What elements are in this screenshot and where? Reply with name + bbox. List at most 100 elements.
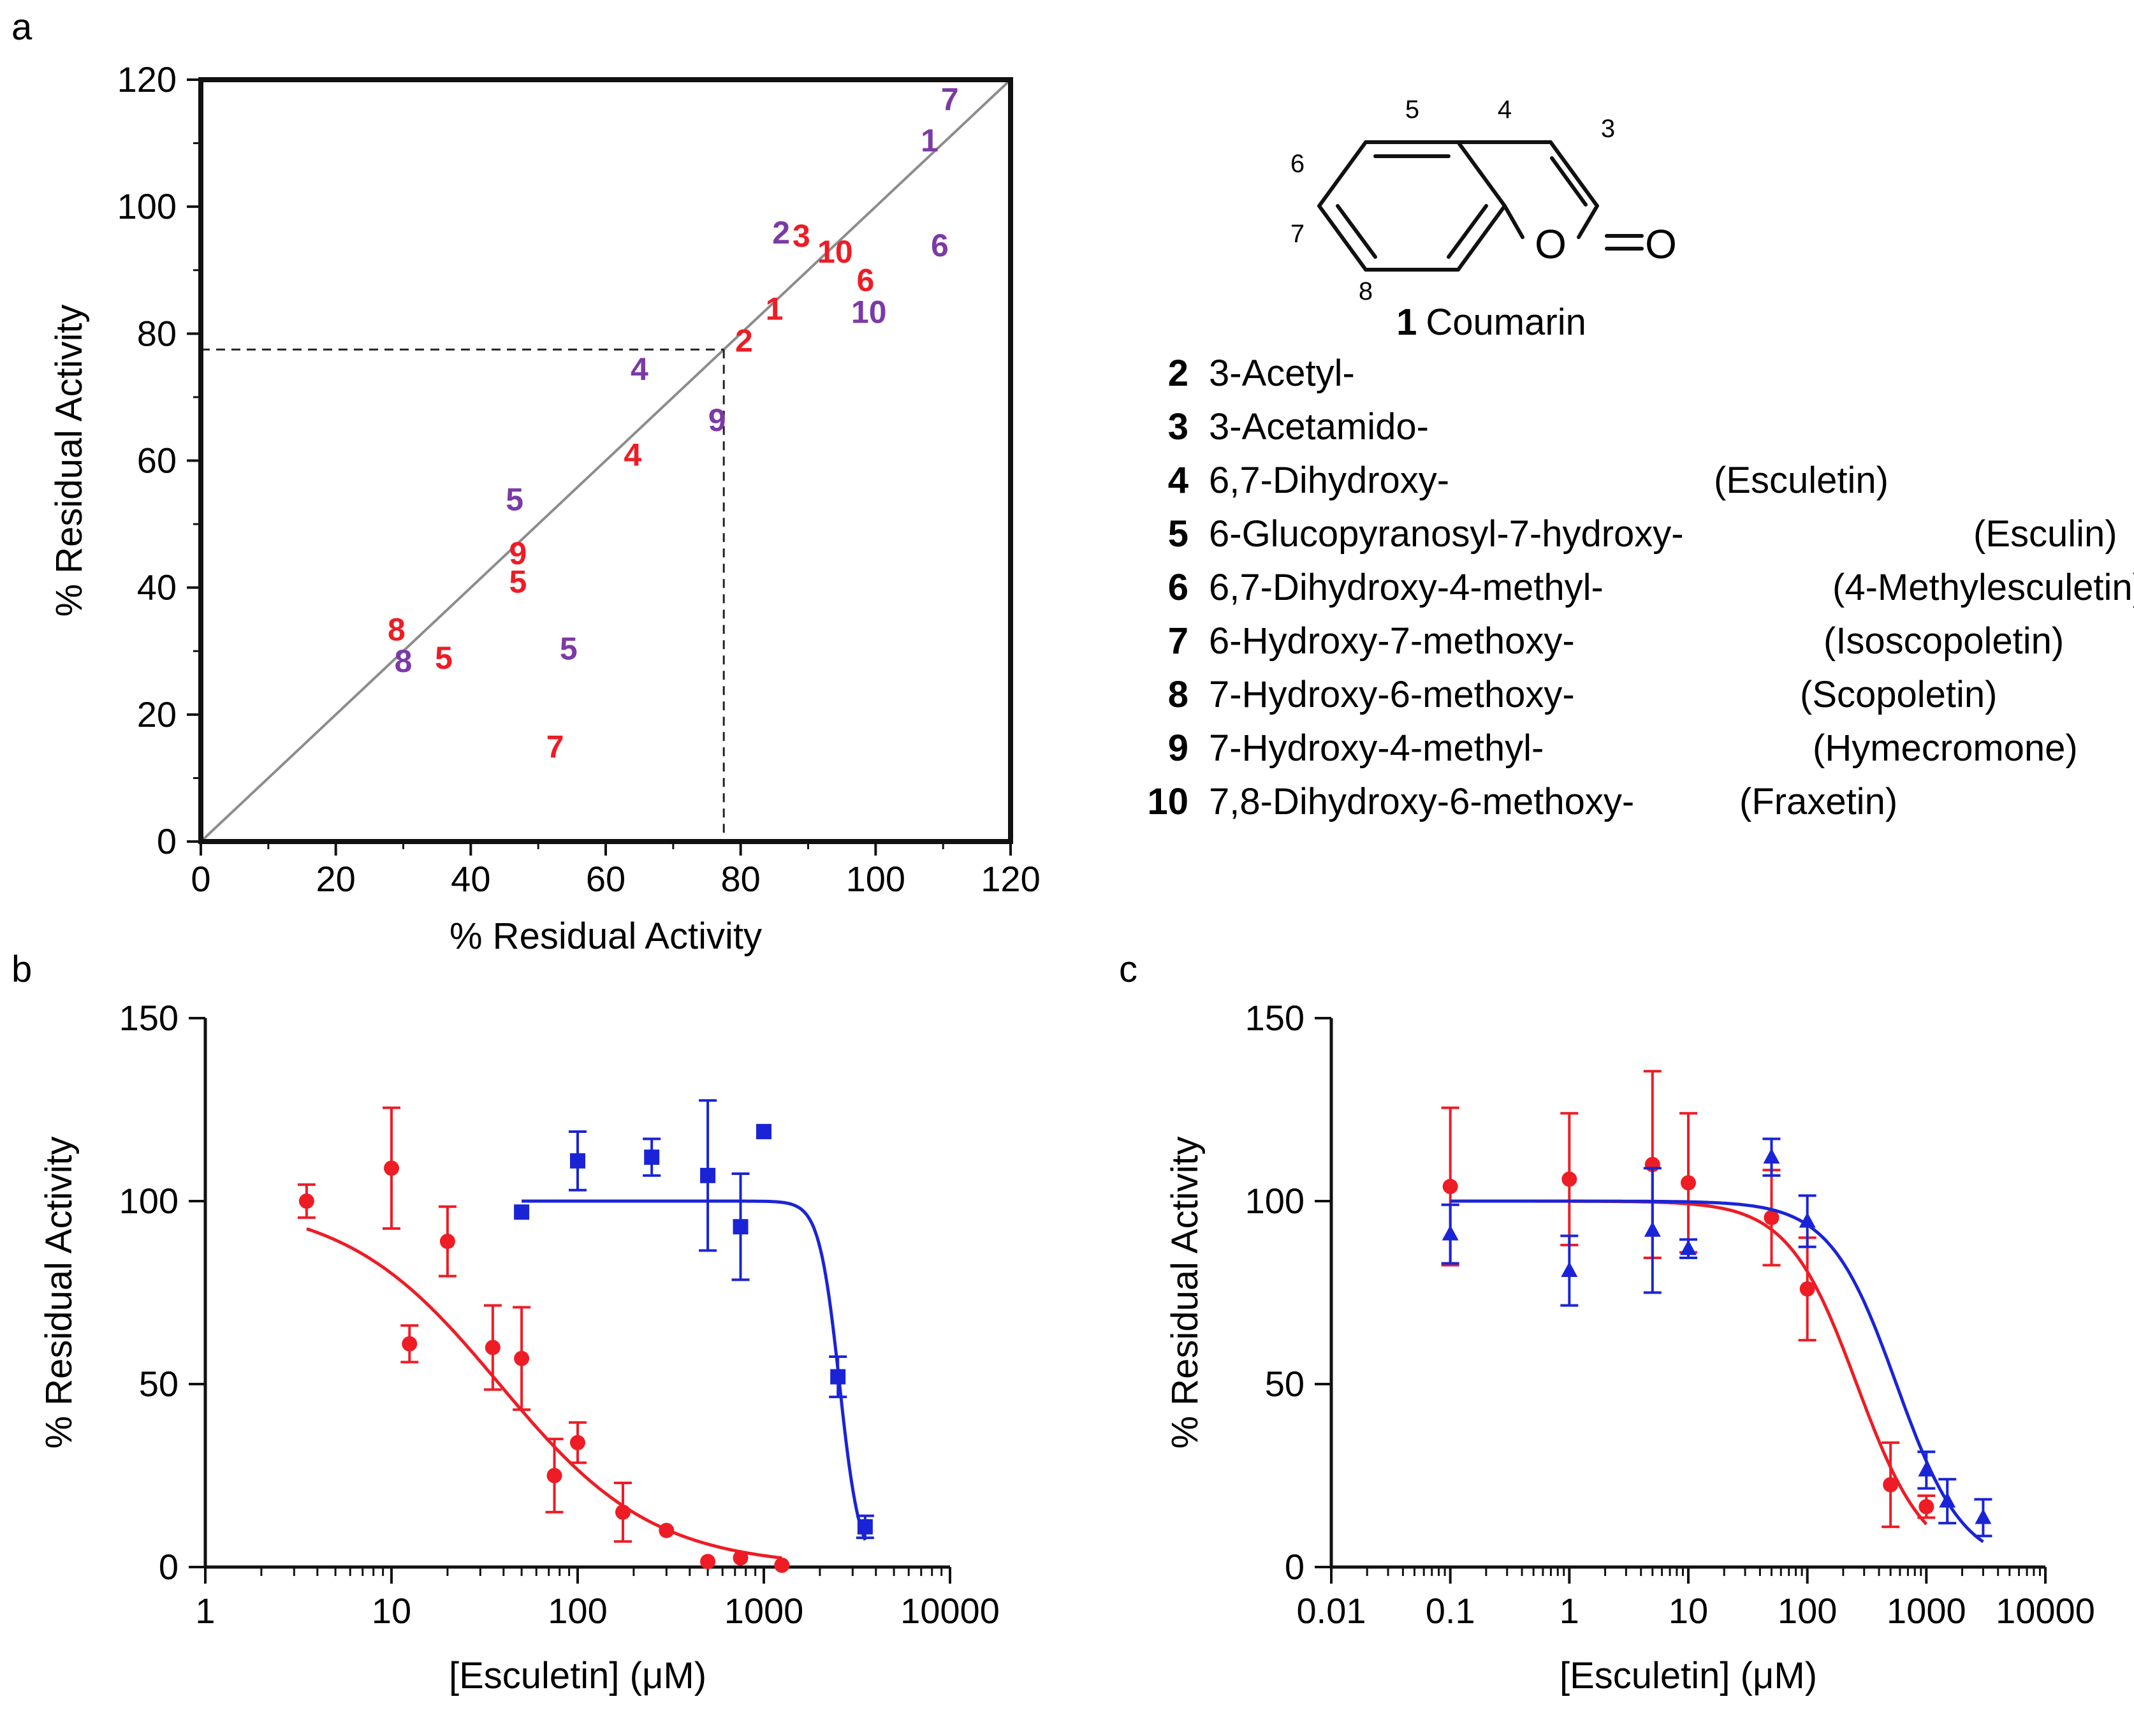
data-point-red <box>384 1160 399 1176</box>
position-label-6: 6 <box>1290 150 1305 178</box>
data-point-red <box>615 1504 631 1520</box>
point-label-red: 10 <box>817 234 853 270</box>
data-point-blue <box>1763 1148 1780 1164</box>
y-tick-label: 0 <box>1285 1547 1305 1587</box>
x-tick-label: 100 <box>548 1591 607 1631</box>
legend-name: 7-Hydroxy-6-methoxy- <box>1209 674 1575 715</box>
bond <box>1503 204 1524 239</box>
bond <box>1447 204 1488 259</box>
caption-number: 1 <box>1396 302 1417 343</box>
legend-number: 8 <box>1168 674 1188 715</box>
point-label-red: 8 <box>388 611 406 647</box>
x-tick-label: 40 <box>451 859 490 899</box>
legend-name: 6,7-Dihydroxy-4-methyl- <box>1209 567 1604 608</box>
legend-number: 10 <box>1147 781 1188 822</box>
data-point-red <box>1764 1209 1780 1225</box>
legend-name: 6-Hydroxy-7-methoxy- <box>1209 620 1575 662</box>
y-axis-label: % Residual Activity <box>48 305 90 617</box>
data-point-red <box>1918 1499 1934 1515</box>
legend-name: 7,8-Dihydroxy-6-methoxy- <box>1209 781 1634 822</box>
point-label-red: 4 <box>624 437 641 473</box>
legend-number: 6 <box>1168 567 1188 608</box>
point-label-purple: 8 <box>395 643 413 679</box>
x-tick-label: 20 <box>316 859 356 899</box>
data-point-red <box>546 1468 562 1484</box>
y-tick-label: 120 <box>117 59 177 99</box>
legend-trivial-name: (Scopoletin) <box>1800 674 1997 715</box>
data-point-blue <box>700 1167 716 1183</box>
compound-legend: 2 3-Acetyl- 3 3-Acetamido- 4 6,7-Dihydroxy- (E… <box>1147 353 2134 822</box>
data-point-red <box>1681 1175 1696 1191</box>
point-label-red: 2 <box>735 323 753 358</box>
point-label-red: 9 <box>509 536 527 571</box>
y-tick-label: 0 <box>157 821 177 861</box>
panel-label-b: b <box>11 949 32 990</box>
data-point-blue <box>830 1369 846 1385</box>
data-point-blue <box>1442 1225 1459 1241</box>
legend-trivial-name: (4-Methylesculetin) <box>1832 567 2134 608</box>
atom-label-carbonyl-o: O <box>1645 221 1677 267</box>
legend-name: 7-Hydroxy-4-methyl- <box>1209 727 1544 769</box>
legend-number: 5 <box>1168 513 1188 555</box>
legend-number: 4 <box>1168 460 1188 501</box>
panel-label-c: c <box>1119 949 1137 990</box>
x-tick-label: 120 <box>981 859 1040 899</box>
x-tick-label: 60 <box>586 859 625 899</box>
bond <box>1456 204 1507 272</box>
bond <box>1336 204 1377 259</box>
data-point-red <box>659 1522 675 1538</box>
point-label-red: 3 <box>793 218 810 254</box>
coumarin-structure <box>1317 140 1644 272</box>
y-axis-label: % Residual Activity <box>1164 1137 1206 1449</box>
caption-name: Coumarin <box>1426 302 1586 343</box>
legend-trivial-name: (Esculin) <box>1973 513 2117 555</box>
point-label-purple: 6 <box>931 228 949 263</box>
data-point-blue <box>644 1149 660 1165</box>
x-tick-label: 1 <box>195 1591 215 1631</box>
data-point-red <box>402 1336 418 1352</box>
chart-panel-b: 1 10 100 1000 10000 0 50 100 150 [Esculetin] (μM)… <box>38 998 1000 1696</box>
position-label-3: 3 <box>1601 115 1615 143</box>
data-point-blue <box>570 1153 585 1169</box>
x-tick-label: 1000 <box>724 1591 804 1631</box>
legend-number: 7 <box>1168 620 1188 662</box>
bond <box>1549 140 1599 208</box>
point-label-purple: 5 <box>560 631 578 666</box>
legend-name: 3-Acetamido- <box>1209 406 1429 448</box>
point-label-red: 5 <box>509 564 527 600</box>
data-point-blue <box>1975 1508 1992 1524</box>
bond <box>1456 140 1507 208</box>
x-tick-label: 1000 <box>1887 1591 1966 1631</box>
point-label-red: 5 <box>435 640 453 676</box>
x-tick-label: 10 <box>1669 1591 1708 1631</box>
point-label-purple: 2 <box>772 215 790 251</box>
x-axis-label: [Esculetin] (μM) <box>449 1655 706 1696</box>
position-label-7: 7 <box>1290 220 1305 248</box>
x-tick-label: 1 <box>1560 1591 1579 1631</box>
point-label-purple: 5 <box>506 481 523 517</box>
data-point-blue <box>1644 1221 1661 1237</box>
data-point-red <box>733 1550 749 1566</box>
x-tick-label: 10 <box>372 1591 411 1631</box>
x-tick-label: 100 <box>846 859 905 899</box>
fit-curve-blue <box>1450 1199 1984 1543</box>
data-point-blue <box>1799 1212 1816 1228</box>
data-point-red <box>700 1554 716 1570</box>
identity-line <box>200 78 1012 843</box>
point-label-purple: 1 <box>921 123 939 159</box>
position-label-8: 8 <box>1359 277 1373 305</box>
data-point-red <box>570 1434 585 1450</box>
y-tick-label: 100 <box>119 1181 179 1221</box>
data-point-blue <box>733 1219 749 1235</box>
data-point-red <box>298 1193 314 1209</box>
x-tick-label: 10000 <box>900 1591 1000 1631</box>
y-tick-label: 150 <box>119 998 179 1038</box>
point-label-purple: 10 <box>851 294 887 330</box>
legend-number: 3 <box>1168 406 1188 448</box>
y-tick-label: 60 <box>137 441 177 481</box>
data-point-red <box>1883 1477 1899 1492</box>
y-tick-label: 100 <box>1245 1181 1305 1221</box>
data-point-red <box>1442 1179 1458 1195</box>
data-point-blue <box>1680 1239 1697 1255</box>
